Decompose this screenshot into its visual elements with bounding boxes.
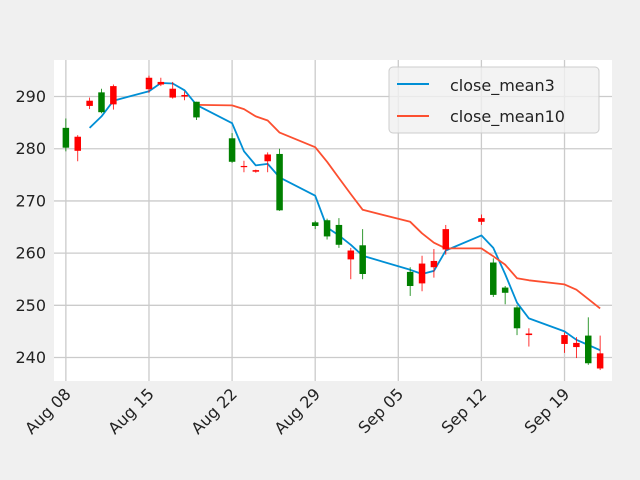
candle-body — [561, 335, 568, 344]
candle-body — [573, 342, 580, 348]
candle-body — [323, 220, 331, 237]
candle-body — [86, 100, 93, 106]
candle-body — [418, 263, 426, 284]
candle — [240, 160, 248, 173]
legend-box — [388, 66, 600, 134]
candle — [335, 218, 343, 248]
y-tick-label: 270 — [15, 191, 46, 210]
candle-body — [490, 262, 497, 295]
candle — [311, 220, 319, 230]
candle — [157, 77, 165, 87]
legend: close_mean3 close_mean10 — [388, 66, 600, 134]
candle — [490, 258, 497, 297]
candle — [276, 148, 283, 211]
candle-body — [157, 81, 165, 85]
candle-body — [359, 245, 366, 274]
candle-body — [252, 170, 260, 172]
candle-body — [74, 136, 81, 151]
candle-body — [513, 307, 521, 329]
candle-body — [193, 101, 200, 118]
y-axis-tick-labels: 240 250 260 270 280 290 — [15, 87, 46, 367]
candle-body — [442, 229, 450, 250]
candle — [513, 305, 521, 336]
candle-body — [98, 92, 105, 113]
candle-body — [347, 250, 355, 260]
candle-body — [525, 333, 533, 336]
candle-body — [110, 86, 117, 105]
candle-body — [335, 224, 343, 245]
candle — [264, 152, 271, 173]
candle-body — [596, 353, 604, 369]
candle — [181, 91, 188, 101]
y-tick-label: 250 — [15, 296, 46, 315]
candle — [228, 133, 236, 163]
candle-body — [311, 222, 319, 226]
candle — [62, 118, 70, 152]
candle-body — [478, 218, 485, 222]
candle — [596, 335, 604, 371]
y-tick-label: 280 — [15, 139, 46, 158]
y-tick-label: 290 — [15, 87, 46, 106]
candle-body — [406, 271, 414, 287]
candle — [501, 286, 509, 305]
candle — [252, 169, 260, 173]
candle — [86, 97, 93, 110]
candle — [573, 337, 580, 359]
candle — [74, 135, 81, 162]
candle-body — [264, 154, 271, 162]
candle — [585, 317, 592, 365]
candle — [323, 218, 331, 240]
candle-body — [181, 94, 188, 97]
candle — [561, 332, 568, 353]
candle-body — [228, 138, 236, 162]
legend-label-close-mean3: close_mean3 — [450, 76, 555, 96]
candle — [442, 224, 450, 255]
candle-body — [62, 127, 70, 148]
candle-body — [430, 260, 438, 268]
candle — [110, 84, 117, 110]
y-tick-label: 240 — [15, 348, 46, 367]
candle — [98, 88, 105, 114]
candle-body — [276, 153, 283, 211]
candle — [169, 81, 176, 99]
candle-body — [240, 165, 248, 168]
candle — [406, 267, 414, 296]
candle-body — [169, 88, 176, 98]
candle — [359, 229, 366, 280]
candle — [145, 75, 153, 93]
legend-label-close-mean10: close_mean10 — [450, 107, 565, 127]
candle — [418, 255, 426, 292]
candle-body — [585, 335, 592, 364]
candle-body — [145, 77, 153, 90]
candle-body — [501, 287, 509, 293]
series-line-close-mean10 — [196, 104, 601, 310]
y-tick-label: 260 — [15, 244, 46, 263]
candle — [430, 248, 438, 278]
candle — [525, 328, 533, 347]
candle — [347, 247, 355, 280]
candle — [478, 214, 485, 225]
candles — [62, 75, 604, 371]
candle — [193, 101, 200, 121]
